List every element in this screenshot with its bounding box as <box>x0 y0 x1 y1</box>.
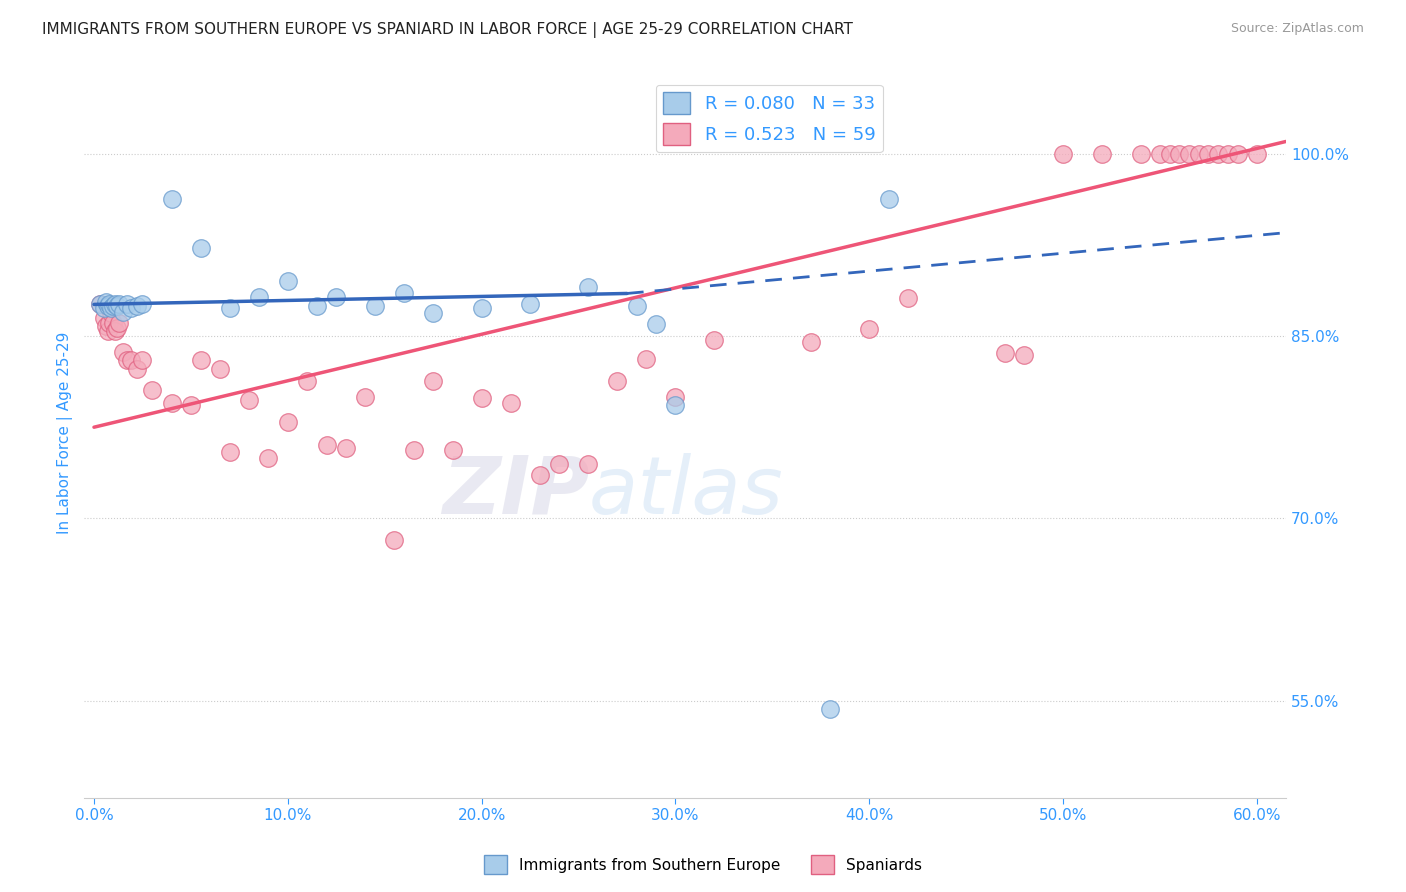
Text: atlas: atlas <box>589 452 783 531</box>
Point <box>93 310 115 325</box>
Point <box>112 344 135 359</box>
Legend: R = 0.080   N = 33, R = 0.523   N = 59: R = 0.080 N = 33, R = 0.523 N = 59 <box>655 85 883 153</box>
Point <box>96 324 118 338</box>
Point <box>131 353 153 368</box>
Point <box>519 297 541 311</box>
Point <box>98 316 121 330</box>
Point <box>645 317 668 331</box>
Point <box>364 299 387 313</box>
Point <box>576 457 599 471</box>
Point <box>800 335 823 350</box>
Point <box>703 333 725 347</box>
Point <box>402 443 425 458</box>
Point <box>104 297 127 311</box>
Point <box>238 393 260 408</box>
Point <box>100 301 122 315</box>
Point <box>96 299 118 313</box>
Point <box>626 299 648 313</box>
Point <box>108 316 131 330</box>
Point <box>100 306 122 320</box>
Point <box>664 398 686 412</box>
Point <box>315 438 337 452</box>
Point <box>125 299 148 313</box>
Point <box>1188 146 1211 161</box>
Point <box>218 444 240 458</box>
Point <box>335 441 357 455</box>
Point <box>105 320 128 334</box>
Point <box>877 192 900 206</box>
Point <box>1197 146 1219 161</box>
Point <box>1178 146 1201 161</box>
Point <box>105 299 128 313</box>
Point <box>1168 146 1191 161</box>
Point <box>108 297 131 311</box>
Point <box>1159 146 1181 161</box>
Point <box>325 290 347 304</box>
Point <box>247 290 270 304</box>
Point <box>1014 349 1036 363</box>
Point <box>190 242 212 256</box>
Point <box>277 415 299 429</box>
Point <box>160 192 183 206</box>
Point <box>384 533 406 548</box>
Point <box>94 295 117 310</box>
Point <box>125 362 148 376</box>
Point <box>897 291 920 305</box>
Point <box>98 297 121 311</box>
Point <box>94 319 117 334</box>
Point <box>115 297 138 311</box>
Point <box>548 457 571 471</box>
Point <box>994 346 1017 360</box>
Point <box>277 274 299 288</box>
Point <box>131 297 153 311</box>
Point <box>190 353 212 368</box>
Point <box>93 301 115 315</box>
Point <box>1129 146 1152 161</box>
Point <box>354 390 377 404</box>
Point <box>120 301 142 315</box>
Point <box>115 353 138 368</box>
Y-axis label: In Labor Force | Age 25-29: In Labor Force | Age 25-29 <box>58 332 73 534</box>
Text: ZIP: ZIP <box>441 452 589 531</box>
Point <box>606 374 628 388</box>
Text: IMMIGRANTS FROM SOUTHERN EUROPE VS SPANIARD IN LABOR FORCE | AGE 25-29 CORRELATI: IMMIGRANTS FROM SOUTHERN EUROPE VS SPANI… <box>42 22 853 38</box>
Point <box>529 467 551 482</box>
Point <box>858 322 880 336</box>
Point <box>392 286 415 301</box>
Legend: Immigrants from Southern Europe, Spaniards: Immigrants from Southern Europe, Spaniar… <box>478 849 928 880</box>
Text: Source: ZipAtlas.com: Source: ZipAtlas.com <box>1230 22 1364 36</box>
Point <box>1206 146 1229 161</box>
Point <box>1246 146 1268 161</box>
Point <box>1052 146 1074 161</box>
Point <box>89 297 111 311</box>
Point <box>576 280 599 294</box>
Point <box>471 391 494 405</box>
Point <box>636 352 658 367</box>
Point <box>499 396 522 410</box>
Point <box>295 374 318 388</box>
Point <box>103 299 125 313</box>
Point <box>112 304 135 318</box>
Point <box>89 297 111 311</box>
Point <box>664 390 686 404</box>
Point <box>141 383 163 397</box>
Point <box>218 301 240 315</box>
Point <box>160 396 183 410</box>
Point <box>104 324 127 338</box>
Point <box>820 702 842 716</box>
Point <box>471 301 494 315</box>
Point <box>305 299 328 313</box>
Point <box>208 362 231 376</box>
Point <box>257 450 280 465</box>
Point <box>441 443 464 458</box>
Point <box>1226 146 1249 161</box>
Point <box>422 374 444 388</box>
Point <box>120 353 142 368</box>
Point <box>1216 146 1239 161</box>
Point <box>1149 146 1171 161</box>
Point <box>180 398 202 412</box>
Point <box>422 306 444 320</box>
Point <box>1091 146 1114 161</box>
Point <box>103 316 125 330</box>
